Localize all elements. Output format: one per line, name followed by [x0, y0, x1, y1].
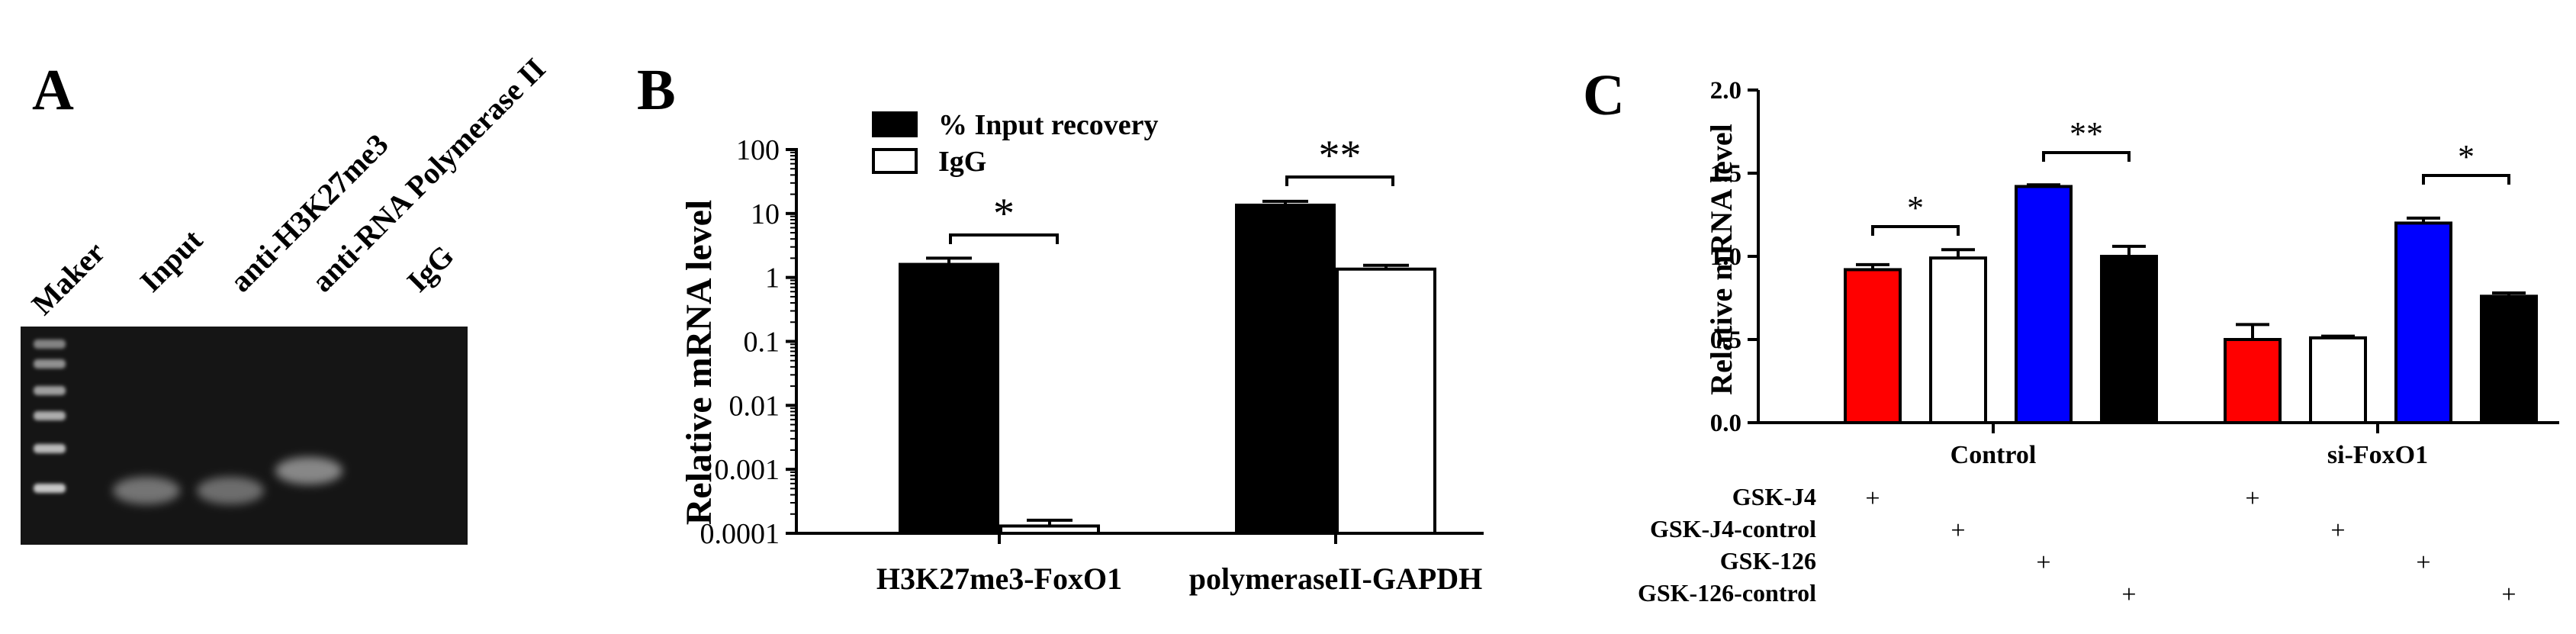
bar: [1235, 203, 1336, 535]
bar: [2100, 255, 2158, 424]
panel-b-label: B: [637, 58, 676, 122]
ladder-band: [34, 411, 66, 420]
lane-label: IgG: [400, 238, 461, 298]
legend-swatch: [872, 148, 918, 174]
treatment-mark: +: [1950, 517, 1965, 545]
legend-swatch: [872, 111, 918, 137]
panel-c: C Relative mRNA level 0.0 0.5 1.0 1.5 2.0 Con…: [1583, 63, 2559, 609]
y-tick-label: 0.001: [715, 454, 780, 486]
gel-bands: [34, 340, 343, 504]
c-sig-1-bracket: [1871, 225, 1960, 236]
bar: [2394, 221, 2452, 424]
bar: [2480, 294, 2538, 424]
x-tick-label: Control: [1950, 441, 2037, 469]
treatment-row-label: GSK-J4: [1732, 483, 1816, 510]
bar: [899, 262, 999, 535]
treatment-mark: +: [1865, 484, 1880, 513]
b-sig-1-bracket: [949, 233, 1059, 244]
y-tick-label: 0.01: [729, 390, 780, 422]
gel-image: [21, 327, 468, 545]
y-tick-label: 100: [736, 134, 780, 166]
b-sig-2-label: **: [1319, 132, 1362, 179]
y-tick-label: 0.0: [1710, 410, 1741, 437]
lane-label: Input: [133, 222, 210, 298]
x-tick-label: polymeraseII-GAPDH: [1189, 562, 1482, 596]
y-tick-label: 2.0: [1710, 77, 1741, 105]
bar: [1929, 256, 1987, 424]
treatment-row-label: GSK-126: [1720, 547, 1816, 574]
legend-label: % Input recovery: [938, 109, 1159, 141]
c-sig-1-label: *: [1907, 189, 1924, 227]
y-tick-label: 0.1: [744, 327, 780, 359]
y-tick-label: 1.5: [1710, 160, 1741, 188]
y-tick-label: 0.5: [1710, 327, 1741, 354]
sample-band: [275, 457, 343, 484]
treatment-mark: +: [2501, 581, 2516, 609]
ladder-band: [34, 386, 66, 395]
b-sig-2-bracket: [1285, 175, 1394, 186]
panel-b: B Relative mRNA level 100 10 1 0.1 0.01 0.001…: [637, 58, 1484, 596]
bar: [1336, 267, 1436, 535]
ladder-band: [34, 484, 66, 493]
panel-c-label: C: [1583, 63, 1625, 127]
panel-b-bars: ***: [899, 132, 1436, 536]
treatment-mark: +: [2330, 517, 2345, 545]
c-sig-2-bracket: [2042, 151, 2131, 162]
ladder-band: [34, 340, 66, 349]
y-tick-label: 0.0001: [700, 518, 780, 550]
panel-c-axes: 0.0 0.5 1.0 1.5 2.0 Control si-FoxO1: [1710, 77, 2559, 469]
treatment-row-label: GSK-126-control: [1638, 579, 1816, 607]
c-sig-3-bracket: [2422, 174, 2510, 185]
panel-c-bars: ****: [1844, 115, 2538, 425]
panel-a-label: A: [32, 58, 74, 122]
ladder-band: [34, 359, 66, 368]
panel-c-y-axis-label: Relative mRNA level: [1704, 124, 1738, 394]
lane-label: Maker: [25, 235, 112, 322]
bar: [1844, 268, 1902, 424]
sample-band: [113, 477, 180, 504]
x-tick-label: H3K27me3-FoxO1: [876, 562, 1122, 596]
panel-c-treatment-table: GSK-J4 + + GSK-J4-control + + GSK-126 + + GSK-126…: [1638, 483, 2517, 609]
bar: [2309, 336, 2367, 425]
treatment-mark: +: [2245, 484, 2259, 513]
bar: [2015, 185, 2073, 424]
y-tick-label: 1: [765, 262, 780, 294]
x-tick-label: si-FoxO1: [2327, 441, 2428, 469]
b-sig-1-label: *: [993, 190, 1015, 237]
ladder-band: [34, 444, 66, 453]
y-tick-label: 10: [751, 198, 780, 230]
panel-b-legend: % Input recovery IgG: [872, 109, 1159, 178]
y-tick-label: 1.0: [1710, 243, 1741, 271]
treatment-mark: +: [2121, 581, 2136, 609]
treatment-mark: +: [2036, 549, 2050, 577]
treatment-mark: +: [2416, 549, 2430, 577]
sample-band: [197, 477, 264, 504]
treatment-row-label: GSK-J4-control: [1650, 515, 1816, 542]
legend-label: IgG: [938, 146, 986, 178]
bar: [999, 524, 1100, 536]
c-sig-2-label: **: [2069, 115, 2103, 153]
panel-b-y-axis-label: Relative mRNA level: [679, 200, 719, 526]
c-sig-3-label: *: [2458, 138, 2475, 175]
bar: [2224, 338, 2282, 424]
